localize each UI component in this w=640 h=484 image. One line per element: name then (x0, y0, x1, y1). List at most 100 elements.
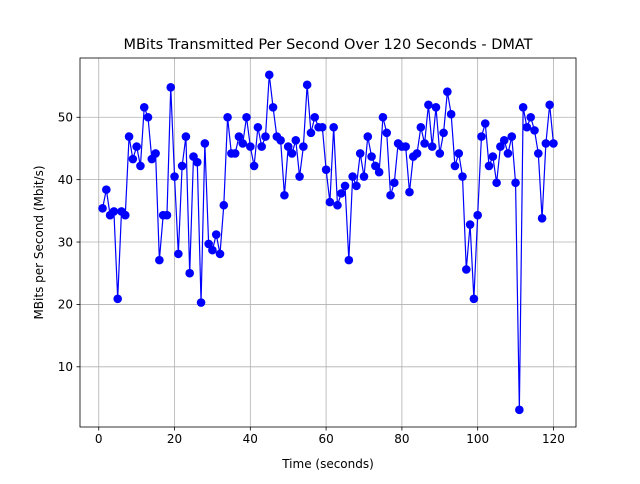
data-point (541, 139, 551, 148)
data-point (530, 126, 539, 135)
axis-ticks: 0 20 40 60 80 100 120 10 20 30 40 50 (58, 111, 565, 446)
data-point (230, 149, 240, 158)
data-point (526, 112, 536, 122)
x-tick-label: 60 (318, 432, 333, 446)
data-point (371, 161, 380, 171)
data-point (151, 149, 160, 158)
data-point (268, 102, 278, 112)
data-point (390, 178, 399, 188)
y-tick-label: 30 (58, 235, 73, 249)
x-tick-label: 20 (167, 432, 182, 446)
data-point (246, 142, 255, 151)
data-point (545, 100, 554, 110)
y-tick-label: 20 (58, 298, 73, 312)
data-point (359, 172, 369, 181)
data-point (242, 112, 251, 122)
data-point (162, 210, 172, 220)
data-point (473, 210, 482, 220)
data-point (469, 294, 479, 304)
data-point (109, 207, 119, 216)
data-point (340, 181, 350, 191)
data-point (170, 172, 179, 181)
data-point (446, 109, 456, 119)
data-point (325, 197, 335, 207)
data-point (465, 220, 475, 229)
data-point (499, 136, 509, 145)
data-point (374, 167, 384, 177)
data-point (102, 185, 111, 194)
data-point (549, 139, 558, 148)
data-point (124, 132, 134, 141)
data-point (299, 142, 308, 151)
data-point (181, 132, 191, 141)
data-point (496, 142, 505, 151)
data-point (249, 161, 259, 171)
data-point (462, 265, 471, 274)
data-point (480, 119, 490, 128)
data-point (257, 142, 266, 151)
data-point (295, 172, 304, 181)
y-axis-label: MBits per Second (Mbit/s) (32, 165, 46, 319)
data-point (264, 70, 274, 80)
data-point (143, 112, 153, 122)
data-point (310, 112, 320, 122)
x-tick-label: 80 (394, 432, 409, 446)
data-point (348, 172, 357, 181)
data-point (321, 165, 331, 174)
data-point (306, 128, 316, 138)
data-point (333, 200, 342, 210)
data-point (280, 190, 289, 200)
y-tick-label: 10 (58, 360, 73, 374)
data-point (534, 149, 543, 158)
data-point (219, 200, 229, 210)
x-tick-label: 0 (95, 432, 103, 446)
x-tick-label: 40 (243, 432, 258, 446)
data-point (439, 128, 448, 138)
data-point (283, 142, 293, 151)
data-point (302, 80, 312, 90)
data-point (518, 102, 528, 112)
data-point (120, 210, 130, 220)
data-point (382, 128, 392, 138)
data-point (477, 132, 486, 141)
data-point (427, 142, 437, 151)
data-point (416, 122, 426, 132)
data-point (412, 149, 422, 158)
data-point (515, 405, 524, 415)
data-point (329, 122, 338, 132)
data-point (450, 161, 460, 171)
x-tick-label: 100 (466, 432, 489, 446)
data-point (128, 154, 138, 164)
data-point (378, 112, 388, 122)
data-point (336, 189, 346, 198)
data-point (522, 122, 532, 132)
data-point (386, 190, 395, 200)
series-layer (98, 70, 558, 415)
y-tick-label: 40 (58, 173, 73, 187)
x-axis-label: Time (seconds) (281, 457, 374, 471)
data-point (352, 181, 361, 191)
data-point (276, 136, 285, 145)
data-point (363, 132, 373, 141)
data-point (234, 132, 244, 141)
data-point (136, 161, 145, 171)
data-point (454, 149, 464, 158)
data-point (458, 172, 467, 181)
data-point (503, 149, 513, 158)
data-point (166, 83, 176, 92)
data-point (488, 152, 498, 161)
data-point (420, 139, 429, 148)
data-point (177, 161, 187, 171)
data-point (537, 214, 547, 223)
data-point (223, 112, 232, 122)
data-point (492, 178, 501, 188)
data-point (192, 157, 202, 167)
data-point (204, 239, 213, 249)
data-point (435, 149, 445, 158)
data-point (185, 268, 194, 278)
data-point (367, 152, 376, 161)
data-point (215, 249, 225, 259)
data-point (132, 142, 141, 151)
data-point (401, 142, 410, 151)
